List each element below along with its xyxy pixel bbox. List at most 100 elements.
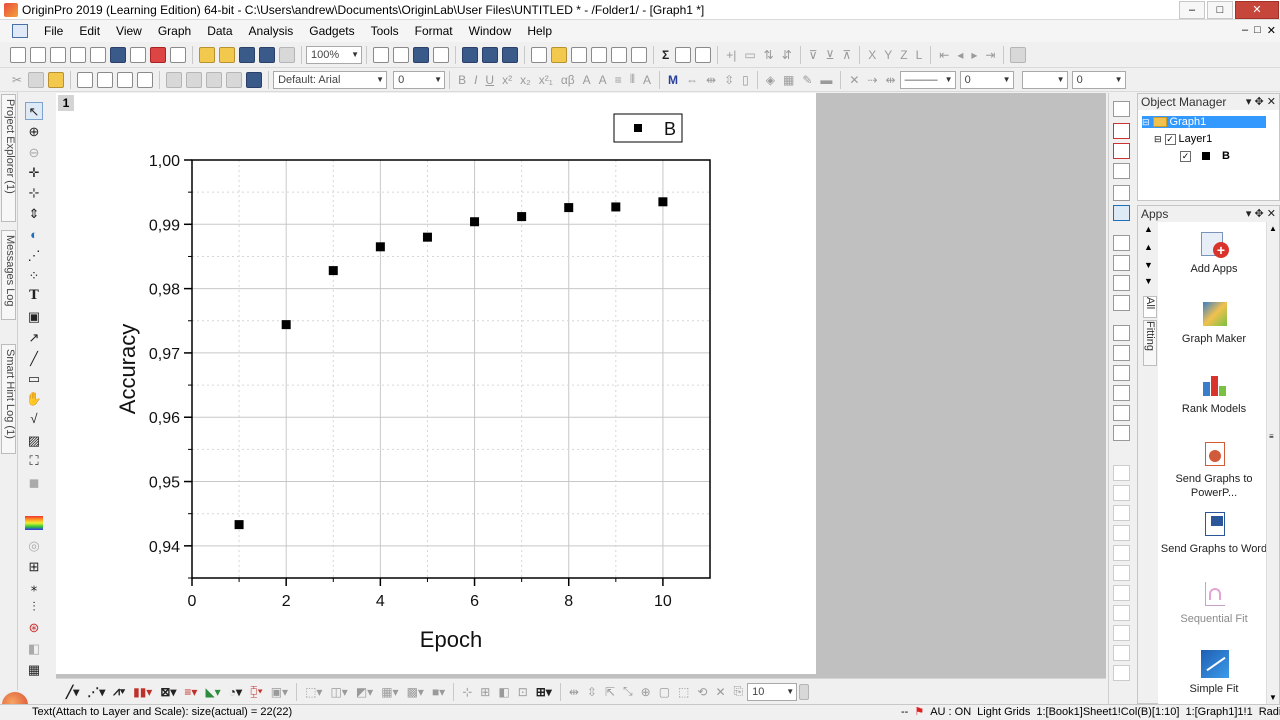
- font-size-increase-icon[interactable]: A: [582, 72, 591, 87]
- line-color-icon[interactable]: ✎: [802, 72, 813, 87]
- menu-view[interactable]: View: [116, 24, 142, 38]
- scatter-plot[interactable]: 0 2 4 6 8 10 0,94 0,95 0,96 0,97 0,98 0,99 1,00 Epoc…: [56, 93, 816, 674]
- same-height-icon[interactable]: [1113, 525, 1130, 541]
- refresh-icon[interactable]: [393, 46, 409, 63]
- distribute-v-icon[interactable]: [1113, 485, 1130, 501]
- scale-tool-icon[interactable]: ⫶: [32, 599, 36, 614]
- extract-icon[interactable]: ⊡: [517, 684, 528, 699]
- zoom-graph-icon[interactable]: ⊕: [640, 684, 651, 699]
- add-x-axis-icon[interactable]: [1113, 123, 1130, 139]
- screen-reader-icon[interactable]: [591, 46, 607, 63]
- align-bottom-icon[interactable]: [1113, 385, 1130, 401]
- move-icon[interactable]: ⇔: [686, 72, 698, 87]
- copy-format-icon[interactable]: ⎘: [733, 684, 744, 698]
- menu-window[interactable]: Window: [468, 24, 512, 38]
- save-template-icon[interactable]: [259, 46, 275, 63]
- rescale-icon[interactable]: +|: [726, 47, 737, 62]
- menu-edit[interactable]: Edit: [79, 24, 101, 38]
- delete-icon[interactable]: ✕: [849, 72, 860, 87]
- fit-page-icon[interactable]: ▢: [658, 684, 671, 699]
- columns-icon[interactable]: ⦀: [629, 72, 635, 86]
- app-send-graphs-word[interactable]: Send Graphs to Word: [1158, 508, 1270, 556]
- arrow-icon[interactable]: ⇢: [867, 72, 878, 87]
- chat-icon[interactable]: [1010, 46, 1027, 63]
- ungroup-objects-icon[interactable]: [1113, 585, 1130, 601]
- tree-plot-node[interactable]: ✓ B: [1180, 150, 1230, 162]
- panel-close-icon[interactable]: ✕: [1266, 96, 1276, 108]
- new-workbook-icon[interactable]: [30, 46, 46, 63]
- front-objects-icon[interactable]: [1113, 605, 1130, 621]
- reset-icon[interactable]: ⟲: [697, 684, 708, 699]
- line-tool-icon[interactable]: ╱: [30, 351, 38, 366]
- rescale-z-icon[interactable]: ⇱: [604, 684, 616, 699]
- toolbar-overflow-icon[interactable]: [799, 683, 810, 700]
- zoom-select[interactable]: 100% ▼: [306, 45, 362, 64]
- contour-icon[interactable]: ◫▾: [330, 684, 348, 699]
- new-folder-icon[interactable]: [170, 46, 186, 63]
- arrange-layers-icon[interactable]: ⊞▾: [535, 684, 552, 699]
- mdi-minimize-button[interactable]: –: [1242, 24, 1249, 36]
- underline-icon[interactable]: U: [485, 72, 495, 87]
- align-icon[interactable]: ≡: [614, 72, 622, 87]
- annotation-icon[interactable]: [631, 46, 647, 63]
- new-graph-icon[interactable]: [110, 46, 126, 63]
- column-plot-icon[interactable]: ▮▮▾: [133, 684, 153, 699]
- pin-icon[interactable]: ✥: [1254, 208, 1264, 220]
- multi-panel-icon[interactable]: ⊠▾: [160, 684, 177, 699]
- grid-tool-icon[interactable]: ▦: [27, 662, 41, 677]
- next-icon[interactable]: ▸: [971, 47, 978, 62]
- collapse-icon[interactable]: ⊟: [1142, 116, 1150, 127]
- scroll-up-icon[interactable]: ▲: [1269, 224, 1277, 233]
- layer-checkbox[interactable]: ✓: [1164, 133, 1176, 145]
- mask-tool-icon[interactable]: ⋰: [27, 248, 41, 263]
- fill-icon[interactable]: [137, 71, 154, 88]
- tab-fitting[interactable]: Fitting: [1143, 320, 1157, 366]
- align-center-icon[interactable]: [1113, 405, 1130, 421]
- pie-plot-icon[interactable]: ◔▾: [228, 684, 242, 699]
- layout-3-icon[interactable]: [1113, 275, 1130, 291]
- app-rank-models[interactable]: Rank Models: [1158, 368, 1270, 416]
- close-button[interactable]: ✕: [1235, 1, 1279, 19]
- add-row-icon[interactable]: [77, 71, 94, 88]
- scroll-up-icon[interactable]: ▲: [1144, 224, 1153, 234]
- app-graph-maker[interactable]: Graph Maker: [1158, 298, 1270, 346]
- legend[interactable]: B: [613, 113, 683, 143]
- circle-tool-icon[interactable]: ◎: [28, 538, 40, 553]
- area-plot-icon[interactable]: ◣▾: [205, 684, 221, 699]
- layer-icon[interactable]: [246, 71, 263, 88]
- supsub-icon[interactable]: x²₁: [538, 72, 553, 87]
- font-size-decrease-icon[interactable]: A: [598, 72, 607, 87]
- rescale-y-icon[interactable]: ⇳: [586, 684, 597, 699]
- mdi-restore-button[interactable]: □: [1254, 24, 1261, 36]
- menu-gadgets[interactable]: Gadgets: [309, 24, 355, 38]
- set-x-icon[interactable]: X: [868, 47, 877, 62]
- menu-help[interactable]: Help: [527, 24, 553, 38]
- stat-plot-icon[interactable]: ▣▾: [270, 684, 289, 699]
- open-icon[interactable]: [199, 46, 215, 63]
- zoom-tool-icon[interactable]: ⊕: [28, 124, 40, 139]
- same-size-icon[interactable]: [1113, 545, 1130, 561]
- zoom-region-tool-icon[interactable]: ⊛: [28, 620, 40, 635]
- import-icon[interactable]: [279, 46, 295, 63]
- y-axis-title[interactable]: Accuracy: [115, 324, 140, 414]
- back-objects-icon[interactable]: [1113, 625, 1130, 641]
- scroll-up-fast-icon[interactable]: ▲: [1144, 242, 1153, 252]
- lock-tool-icon[interactable]: ◼: [28, 475, 40, 490]
- equation-tool-icon[interactable]: √: [30, 411, 38, 426]
- panel-menu-icon[interactable]: ▾: [1245, 96, 1252, 108]
- height-icon[interactable]: ⇳: [724, 72, 735, 87]
- previous-icon[interactable]: ◂: [957, 47, 964, 62]
- line-style-icon[interactable]: ▬: [820, 72, 833, 87]
- new-excel-icon[interactable]: [150, 46, 166, 63]
- cut-icon[interactable]: ✂: [12, 72, 23, 87]
- paste-icon[interactable]: [48, 71, 65, 88]
- arrow-style-select[interactable]: ▼: [1021, 70, 1068, 89]
- fill-color-icon[interactable]: ◈: [765, 72, 775, 87]
- 3d-plot-icon[interactable]: ⬚▾: [305, 684, 323, 699]
- add-top-axis-icon[interactable]: [1113, 185, 1130, 201]
- m-icon[interactable]: M: [668, 72, 678, 87]
- sort-asc-icon[interactable]: ⇅: [763, 47, 774, 62]
- filter-reset-icon[interactable]: ⊼: [842, 47, 852, 62]
- font-size-select[interactable]: 0 ▼: [393, 70, 446, 89]
- lock-objects-icon[interactable]: [1113, 645, 1130, 661]
